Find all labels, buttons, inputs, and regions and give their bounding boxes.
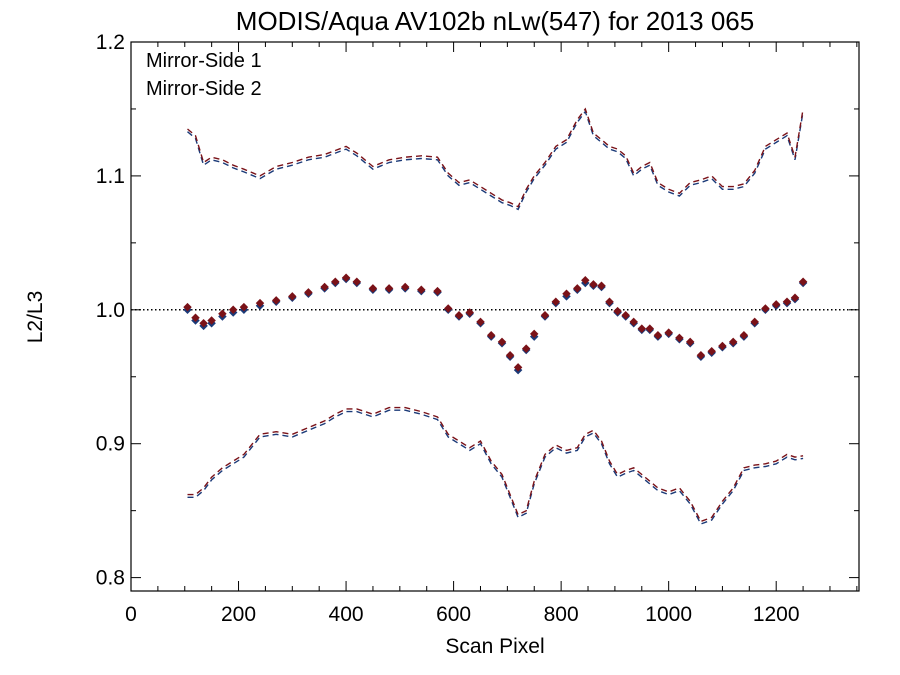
mirror-side-2-point bbox=[239, 302, 249, 312]
mirror-side-2-point bbox=[497, 337, 507, 347]
mirror-side-2-point bbox=[664, 328, 673, 337]
mirror-side-2-point bbox=[605, 297, 614, 307]
mirror-side-2-point bbox=[417, 285, 426, 294]
mirror-side-2-point bbox=[320, 282, 329, 292]
mirror-side-2-point bbox=[505, 351, 515, 360]
mirror-side-2-point bbox=[199, 318, 208, 328]
mirror-side-2-point bbox=[384, 284, 394, 293]
mirror-side-2-point bbox=[790, 293, 800, 303]
mirror-side-2-point bbox=[529, 329, 539, 339]
mirror-side-2-point bbox=[728, 337, 738, 347]
mirror-side-2-point bbox=[597, 281, 606, 290]
mirror-side-2-point bbox=[675, 333, 684, 343]
mirror-side-2-point bbox=[207, 316, 216, 325]
mirror-side-2-point bbox=[271, 296, 281, 305]
y-tick-label: 1.0 bbox=[96, 299, 125, 322]
y-tick-label: 0.8 bbox=[96, 567, 125, 590]
mirror-side-2-point bbox=[433, 286, 442, 296]
y-tick-label: 1.1 bbox=[96, 165, 125, 188]
mirror-side-2-point bbox=[454, 310, 464, 320]
mirror-side-2-lower-envelope bbox=[187, 406, 804, 523]
x-tick-label: 200 bbox=[221, 603, 256, 626]
mirror-side-2-point bbox=[551, 297, 561, 307]
mirror-side-2-point bbox=[696, 351, 706, 360]
mirror-side-2-point bbox=[352, 277, 362, 286]
mirror-side-2-point bbox=[486, 330, 496, 340]
x-tick-label: 800 bbox=[544, 603, 579, 626]
legend-entry-mirror-side-1: Mirror-Side 1 bbox=[146, 50, 262, 72]
mirror-side-2-point bbox=[645, 324, 655, 333]
mirror-side-2-point bbox=[540, 310, 550, 320]
y-axis-label: L2/L3 bbox=[24, 291, 47, 344]
mirror-side-2-point bbox=[629, 317, 638, 327]
mirror-side-2-point bbox=[183, 302, 192, 312]
x-tick-label: 400 bbox=[329, 603, 364, 626]
x-tick-label: 600 bbox=[436, 603, 471, 626]
mirror-side-2-point bbox=[637, 324, 647, 333]
mirror-side-2-point bbox=[400, 282, 410, 292]
chart-title: MODIS/Aqua AV102b nLw(547) for 2013 065 bbox=[236, 6, 754, 36]
mirror-side-2-point bbox=[218, 309, 227, 319]
mirror-side-2-point bbox=[191, 313, 200, 323]
mirror-side-2-point bbox=[685, 337, 695, 347]
mirror-side-2-point bbox=[750, 317, 759, 327]
mirror-side-2-point bbox=[782, 297, 792, 307]
mirror-side-2-point bbox=[707, 347, 716, 356]
mirror-side-2-point bbox=[368, 284, 378, 293]
mirror-side-2-point bbox=[589, 280, 598, 289]
mirror-side-2-point bbox=[562, 289, 571, 298]
mirror-side-2-point bbox=[771, 300, 781, 309]
mirror-side-2-point bbox=[573, 284, 582, 293]
mirror-side-2-point bbox=[304, 288, 313, 297]
y-tick-label: 0.9 bbox=[96, 433, 125, 456]
mirror-side-2-point bbox=[798, 277, 808, 286]
mirror-side-1-upper-envelope bbox=[187, 110, 804, 211]
legend-entry-mirror-side-2: Mirror-Side 2 bbox=[146, 78, 262, 100]
mirror-side-2-point bbox=[739, 330, 749, 340]
x-tick-label: 0 bbox=[125, 603, 137, 626]
mirror-side-2-point bbox=[341, 273, 351, 282]
mirror-side-2-point bbox=[521, 344, 531, 353]
plot-frame bbox=[130, 41, 860, 592]
mirror-side-2-upper-envelope bbox=[187, 107, 804, 208]
mirror-side-2-point bbox=[255, 298, 265, 308]
mirror-side-1-lower-envelope bbox=[187, 409, 804, 525]
mirror-side-2-point bbox=[621, 310, 630, 320]
x-tick-label: 1000 bbox=[645, 603, 692, 626]
x-axis-label: Scan Pixel bbox=[445, 635, 544, 658]
mirror-side-2-point bbox=[288, 292, 297, 301]
mirror-side-2-point bbox=[228, 305, 238, 315]
mirror-side-2-point bbox=[513, 363, 523, 372]
mirror-side-2-point bbox=[443, 304, 453, 313]
mirror-side-2-point bbox=[581, 276, 590, 285]
mirror-side-2-point bbox=[653, 330, 663, 340]
mirror-side-2-point bbox=[331, 277, 340, 286]
mirror-side-2-point bbox=[718, 341, 727, 351]
plot-area: 0 200 400 600 800 1000 1200 0.8 0.9 1.0 1.1 1.2 bbox=[96, 31, 860, 626]
y-tick-label: 1.2 bbox=[96, 31, 125, 54]
mirror-side-2-point bbox=[761, 304, 770, 313]
mirror-side-2-point bbox=[465, 308, 474, 317]
x-tick-label: 1200 bbox=[753, 603, 800, 626]
mirror-side-2-point bbox=[476, 317, 485, 327]
mirror-side-2-point bbox=[613, 306, 622, 316]
